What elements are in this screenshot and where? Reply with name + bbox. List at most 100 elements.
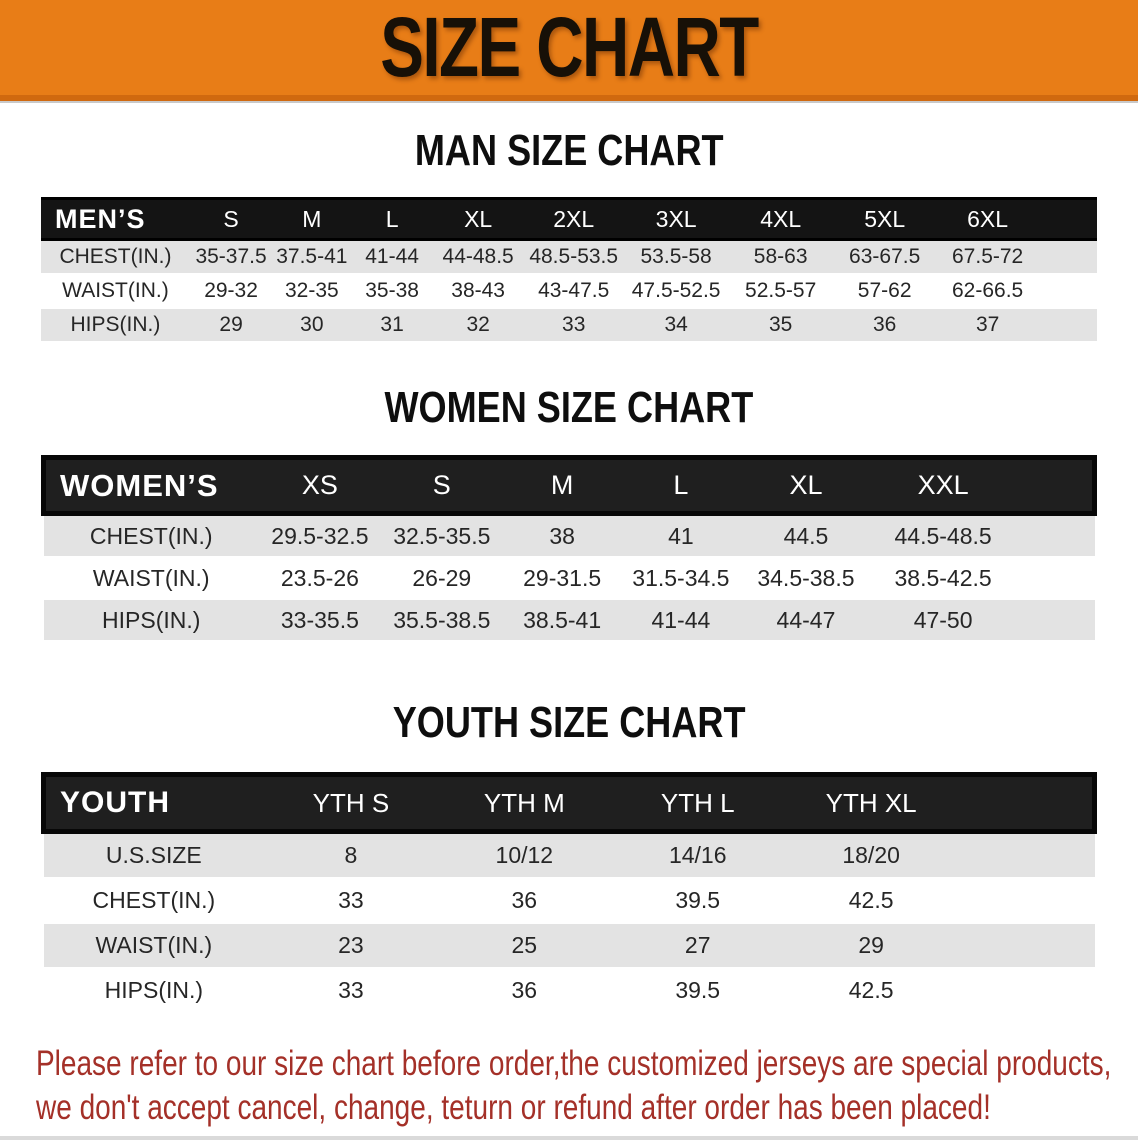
youth-section-title: YOUTH SIZE CHART — [0, 700, 1138, 746]
size-column-header: YTH L — [611, 772, 785, 834]
size-value: 25 — [437, 923, 612, 969]
size-value: 38.5-41 — [502, 599, 622, 642]
size-value: 33 — [523, 308, 624, 343]
size-value: 35 — [728, 308, 833, 343]
disclaimer: Please refer to our size chart before or… — [0, 1042, 1138, 1130]
size-value: 37 — [936, 308, 1039, 343]
women-header-label: WOMEN’S — [40, 455, 259, 516]
row-label: CHEST(IN.) — [41, 239, 190, 275]
youth-header-label: YOUTH — [41, 772, 265, 834]
size-value: 44.5 — [740, 513, 872, 558]
row-label: WAIST(IN.) — [43, 923, 265, 969]
size-value: 34.5-38.5 — [740, 557, 872, 600]
row-spacer — [957, 968, 1095, 1014]
table-row: U.S.SIZE 8 10/12 14/16 18/20 — [43, 831, 1095, 879]
size-value: 31 — [351, 308, 433, 343]
size-value: 30 — [272, 308, 352, 343]
size-value: 42.5 — [784, 968, 958, 1014]
row-label: HIPS(IN.) — [43, 968, 265, 1014]
size-value: 34 — [623, 308, 729, 343]
row-spacer — [1014, 513, 1095, 558]
size-value: 35-38 — [351, 274, 433, 309]
row-label: WAIST(IN.) — [41, 274, 190, 309]
size-value: 48.5-53.5 — [523, 239, 624, 275]
table-row: WAIST(IN.) 29-32 32-35 35-38 38-43 43-47.5 47.… — [41, 274, 1097, 309]
size-value: 29 — [189, 308, 273, 343]
size-column-header: XXL — [871, 455, 1015, 516]
table-row: WAIST(IN.) 23 25 27 29 — [43, 923, 1095, 969]
row-spacer — [957, 831, 1095, 879]
table-row: CHEST(IN.) 35-37.5 37.5-41 41-44 44-48.5 48.5… — [41, 239, 1097, 275]
size-value: 43-47.5 — [523, 274, 624, 309]
size-column-header: S — [189, 197, 273, 241]
size-column-header: 3XL — [623, 197, 729, 241]
size-value: 37.5-41 — [272, 239, 352, 275]
size-value: 62-66.5 — [936, 274, 1039, 309]
women-size-table: WOMEN’S XS S M L XL XXL CHEST(IN.) 29.5-32.5 32… — [40, 455, 1097, 642]
size-column-header: L — [351, 197, 433, 241]
size-value: 36 — [437, 968, 612, 1014]
size-column-header: XL — [740, 455, 872, 516]
row-label: WAIST(IN.) — [43, 557, 259, 600]
size-value: 41-44 — [621, 599, 741, 642]
disclaimer-line-2: we don't accept cancel, change, teturn o… — [36, 1086, 1138, 1130]
row-spacer — [1038, 308, 1097, 343]
size-value: 44-47 — [740, 599, 872, 642]
size-value: 47.5-52.5 — [623, 274, 729, 309]
row-label: HIPS(IN.) — [41, 308, 190, 343]
size-column-header: 6XL — [936, 197, 1039, 241]
youth-header-row: YOUTH YTH S YTH M YTH L YTH XL — [41, 772, 1097, 834]
row-spacer — [1038, 239, 1097, 275]
size-column-header: XS — [258, 455, 381, 516]
men-section-title: MAN SIZE CHART — [0, 128, 1138, 174]
size-column-header: 5XL — [832, 197, 937, 241]
size-column-header: M — [272, 197, 352, 241]
size-value: 14/16 — [611, 831, 785, 879]
bottom-edge — [0, 1136, 1138, 1140]
size-column-header: L — [621, 455, 741, 516]
size-value: 38-43 — [432, 274, 524, 309]
row-label: HIPS(IN.) — [43, 599, 259, 642]
size-value: 31.5-34.5 — [621, 557, 741, 600]
size-column-header: YTH XL — [784, 772, 958, 834]
table-row: CHEST(IN.) 33 36 39.5 42.5 — [43, 878, 1095, 924]
size-column-header: S — [380, 455, 503, 516]
size-value: 38.5-42.5 — [871, 557, 1015, 600]
men-section-title-text: MAN SIZE CHART — [414, 126, 724, 175]
row-spacer — [1014, 599, 1095, 642]
women-section-title-text: WOMEN SIZE CHART — [384, 383, 754, 432]
youth-size-table: YOUTH YTH S YTH M YTH L YTH XL U.S.SIZE 8 10/… — [41, 772, 1097, 1014]
size-value: 39.5 — [611, 968, 785, 1014]
size-value: 35.5-38.5 — [380, 599, 503, 642]
women-header-row: WOMEN’S XS S M L XL XXL — [40, 455, 1097, 516]
table-row: HIPS(IN.) 33-35.5 35.5-38.5 38.5-41 41-44 44-… — [43, 599, 1095, 642]
header-spacer — [957, 772, 1097, 834]
size-column-header: XL — [432, 197, 524, 241]
size-value: 44-48.5 — [432, 239, 524, 275]
size-value: 8 — [264, 831, 438, 879]
table-row: HIPS(IN.) 29 30 31 32 33 34 35 36 37 — [41, 308, 1097, 343]
table-row: CHEST(IN.) 29.5-32.5 32.5-35.5 38 41 44.5 44.5… — [43, 513, 1095, 558]
row-spacer — [1038, 274, 1097, 309]
size-value: 53.5-58 — [623, 239, 729, 275]
row-label: U.S.SIZE — [43, 831, 265, 879]
size-value: 35-37.5 — [189, 239, 273, 275]
size-value: 41 — [621, 513, 741, 558]
men-size-table: MEN’S S M L XL 2XL 3XL 4XL 5XL 6XL CHEST(IN.) 35-… — [41, 197, 1097, 343]
banner-title: SIZE CHART — [380, 0, 759, 94]
size-value: 52.5-57 — [728, 274, 833, 309]
size-value: 27 — [611, 923, 785, 969]
size-column-header: YTH M — [437, 772, 612, 834]
size-value: 32.5-35.5 — [380, 513, 503, 558]
row-spacer — [957, 878, 1095, 924]
header-spacer — [1014, 455, 1097, 516]
disclaimer-line-1: Please refer to our size chart before or… — [36, 1042, 1138, 1086]
size-value: 39.5 — [611, 878, 785, 924]
size-value: 36 — [832, 308, 937, 343]
header-spacer — [1038, 197, 1097, 241]
size-value: 32-35 — [272, 274, 352, 309]
size-value: 47-50 — [871, 599, 1015, 642]
men-header-label: MEN’S — [41, 197, 190, 241]
size-value: 33 — [264, 878, 438, 924]
size-value: 23 — [264, 923, 438, 969]
